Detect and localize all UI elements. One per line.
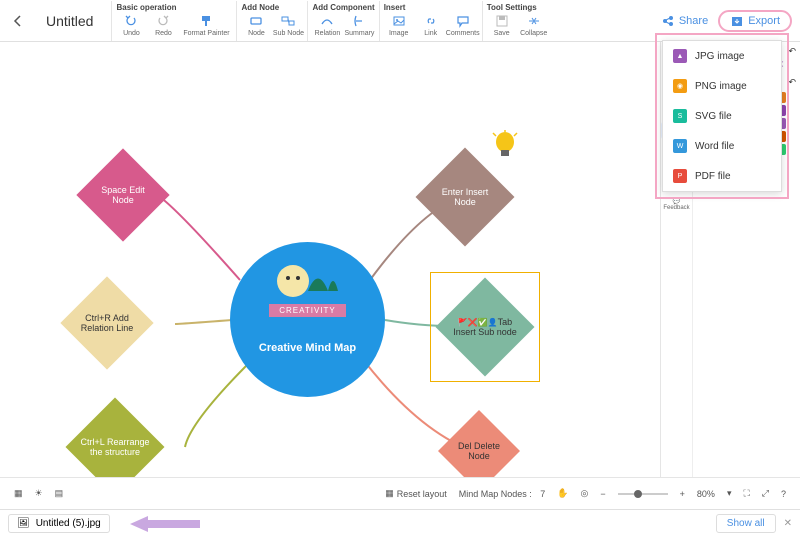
export-png[interactable]: ◉PNG image — [663, 71, 781, 101]
zoom-value: 80% — [697, 489, 715, 499]
toolgroup-insert: Insert Image Link Comments — [379, 1, 482, 41]
file-icon: 🖼 — [17, 518, 30, 529]
zoom-dropdown[interactable]: ▾ — [727, 488, 732, 499]
toolgroup-settings: Tool Settings Save Collapse — [482, 1, 553, 41]
zoom-out[interactable]: − — [600, 489, 605, 499]
export-button[interactable]: Export — [718, 10, 792, 32]
mindmap-canvas[interactable]: CREATIVITY Creative Mind Map Space Edit … — [0, 42, 660, 477]
redo-button[interactable]: Redo — [148, 13, 178, 37]
bulb-icon — [492, 130, 518, 164]
back-button[interactable] — [8, 11, 28, 31]
export-svg[interactable]: SSVG file — [663, 101, 781, 131]
svg-icon: S — [673, 109, 687, 123]
export-jpg[interactable]: ▲JPG image — [663, 41, 781, 71]
summary-button[interactable]: Summary — [344, 13, 374, 37]
export-menu: ▲JPG image ◉PNG image SSVG file WWord fi… — [662, 40, 782, 192]
add-subnode-button[interactable]: Sub Node — [273, 13, 303, 37]
target-tool[interactable]: ◎ — [581, 488, 589, 499]
node-label: Ctrl+L Rearrange the structure — [80, 437, 150, 457]
word-icon: W — [673, 139, 687, 153]
mindmap-node[interactable]: 🚩❌✅👤Tab Insert Sub node — [436, 278, 535, 377]
insert-image-button[interactable]: Image — [384, 13, 414, 37]
flag-undo-icon[interactable]: ↶ — [788, 46, 796, 57]
toolgroup-basic: Basic operation Undo Redo Format Painter — [111, 1, 236, 41]
node-label: Space Edit Node — [90, 185, 156, 205]
comments-button[interactable]: Comments — [448, 13, 478, 37]
downloaded-file[interactable]: 🖼 Untitled (5).jpg — [8, 514, 110, 533]
jpg-icon: ▲ — [673, 49, 687, 63]
png-icon: ◉ — [673, 79, 687, 93]
help-button[interactable]: ? — [781, 489, 786, 499]
view-grid-button[interactable]: ▤ — [55, 488, 64, 499]
node-count: Mind Map Nodes : 7 — [459, 489, 546, 499]
center-node[interactable]: CREATIVITY Creative Mind Map — [230, 242, 385, 397]
mindmap-node[interactable]: Ctrl+R Add Relation Line — [60, 276, 153, 369]
share-icon — [661, 14, 675, 28]
node-label: Enter Insert Node — [430, 187, 500, 207]
top-toolbar: Untitled Basic operation Undo Redo Forma… — [0, 0, 800, 42]
collapse-button[interactable]: Collapse — [519, 13, 549, 37]
node-label: Del Delete Node — [450, 441, 508, 461]
reset-layout-button[interactable]: ▦ Reset layout — [385, 488, 447, 499]
insert-link-button[interactable]: Link — [416, 13, 446, 37]
format-painter-button[interactable]: Format Painter — [180, 13, 232, 37]
save-button[interactable]: Save — [487, 13, 517, 37]
document-title[interactable]: Untitled — [46, 13, 93, 29]
annotation-arrow-icon — [130, 515, 200, 533]
relation-button[interactable]: Relation — [312, 13, 342, 37]
export-pdf[interactable]: PPDF file — [663, 161, 781, 191]
hand-tool[interactable]: ✋ — [557, 488, 568, 499]
show-all-button[interactable]: Show all — [716, 514, 776, 533]
export-icon — [730, 14, 744, 28]
zoom-slider[interactable] — [618, 489, 668, 499]
node-label: 🚩❌✅👤Tab Insert Sub node — [450, 317, 520, 337]
feedback-icon: 💬 — [673, 198, 680, 205]
close-download-bar[interactable]: ✕ — [784, 518, 792, 529]
mindmap-node[interactable]: Space Edit Node — [76, 148, 169, 241]
view-thumb-button[interactable]: ▦ — [14, 488, 23, 499]
creativity-banner: CREATIVITY — [269, 304, 346, 317]
add-node-button[interactable]: Node — [241, 13, 271, 37]
rail-feedback[interactable]: 💬Feedback — [661, 195, 692, 214]
toolgroup-addcomponent: Add Component Relation Summary — [307, 1, 378, 41]
pdf-icon: P — [673, 169, 687, 183]
node-label: Ctrl+R Add Relation Line — [74, 313, 140, 333]
fullscreen-button[interactable]: ⤢ — [762, 488, 769, 499]
undo-button[interactable]: Undo — [116, 13, 146, 37]
creativity-art-icon — [268, 256, 348, 306]
symbol-undo-icon[interactable]: ↶ — [788, 77, 796, 88]
download-bar: 🖼 Untitled (5).jpg Show all ✕ — [0, 509, 800, 537]
zoom-in[interactable]: + — [680, 489, 685, 499]
toolgroup-addnode: Add Node Node Sub Node — [236, 1, 307, 41]
fit-button[interactable]: ⛶ — [743, 488, 749, 499]
export-word[interactable]: WWord file — [663, 131, 781, 161]
share-button[interactable]: Share — [661, 14, 708, 28]
status-bar: ▦ ☀ ▤ ▦ Reset layout Mind Map Nodes : 7 … — [0, 477, 800, 509]
view-sun-button[interactable]: ☀ — [35, 488, 43, 499]
